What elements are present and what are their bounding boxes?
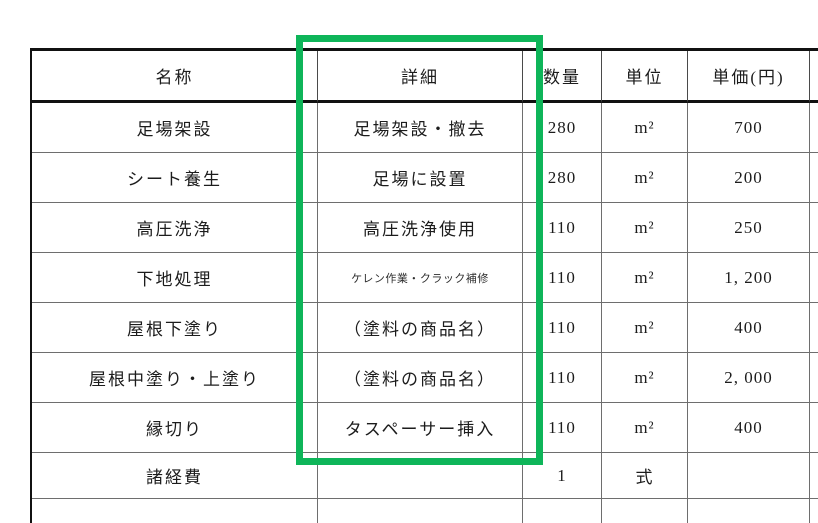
cell-cutoff: [810, 403, 818, 453]
cell-price: [688, 453, 810, 499]
col-header-unit: 単位: [602, 51, 688, 103]
cell-price: 2, 000: [688, 353, 810, 403]
cell-name: シート養生: [32, 153, 318, 203]
col-header-cutoff: [810, 51, 818, 103]
estimate-table: 名称 詳細 数量 単位 単価(円) 足場架設 足場架設・撤去 280 m² 70…: [30, 48, 818, 523]
cell-detail: [318, 499, 523, 523]
cell-unit: m²: [602, 353, 688, 403]
cell-price: [688, 499, 810, 523]
col-header-qty: 数量: [523, 51, 602, 103]
cell-unit: 式: [602, 453, 688, 499]
cell-detail: タスペーサー挿入: [318, 403, 523, 453]
cell-detail: [318, 453, 523, 499]
cell-cutoff: [810, 353, 818, 403]
cell-qty: 110: [523, 403, 602, 453]
cell-qty: 110: [523, 203, 602, 253]
cell-price: 400: [688, 303, 810, 353]
cell-qty: 280: [523, 153, 602, 203]
cell-unit: m²: [602, 403, 688, 453]
col-header-detail: 詳細: [318, 51, 523, 103]
cell-detail: 高圧洗浄使用: [318, 203, 523, 253]
cell-unit: m²: [602, 303, 688, 353]
cell-unit: m²: [602, 203, 688, 253]
cell-price: 400: [688, 403, 810, 453]
cell-unit: [602, 499, 688, 523]
cell-price: 200: [688, 153, 810, 203]
cell-qty: [523, 499, 602, 523]
cell-cutoff: [810, 153, 818, 203]
cell-detail: （塗料の商品名）: [318, 303, 523, 353]
cell-cutoff: [810, 203, 818, 253]
cell-detail: 足場に設置: [318, 153, 523, 203]
cell-price: 1, 200: [688, 253, 810, 303]
cell-name: 屋根下塗り: [32, 303, 318, 353]
cell-cutoff: [810, 253, 818, 303]
cell-detail: ケレン作業・クラック補修: [318, 253, 523, 303]
cell-detail: 足場架設・撤去: [318, 103, 523, 153]
cell-qty: 110: [523, 353, 602, 403]
cell-qty: 280: [523, 103, 602, 153]
cell-cutoff: [810, 499, 818, 523]
cell-name: 足場架設: [32, 103, 318, 153]
cell-qty: 110: [523, 253, 602, 303]
cell-price: 700: [688, 103, 810, 153]
cell-cutoff: [810, 453, 818, 499]
cell-price: 250: [688, 203, 810, 253]
cell-unit: m²: [602, 253, 688, 303]
cell-name: 縁切り: [32, 403, 318, 453]
cell-name: 屋根中塗り・上塗り: [32, 353, 318, 403]
cell-name: 諸経費: [32, 453, 318, 499]
col-header-name: 名称: [32, 51, 318, 103]
cell-cutoff: [810, 103, 818, 153]
cell-name: 下地処理: [32, 253, 318, 303]
cell-qty: 110: [523, 303, 602, 353]
cell-detail: （塗料の商品名）: [318, 353, 523, 403]
cell-unit: m²: [602, 153, 688, 203]
cell-cutoff: [810, 303, 818, 353]
cell-qty: 1: [523, 453, 602, 499]
col-header-price: 単価(円): [688, 51, 810, 103]
cell-name: [32, 499, 318, 523]
cell-unit: m²: [602, 103, 688, 153]
cell-name: 高圧洗浄: [32, 203, 318, 253]
